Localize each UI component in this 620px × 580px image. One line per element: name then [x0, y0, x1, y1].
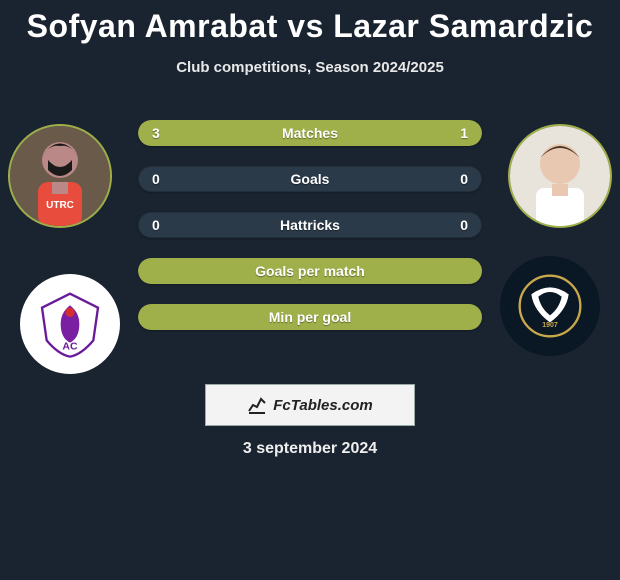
stat-row-goals-per-match: Goals per match [138, 258, 482, 284]
stat-fill-right [396, 120, 482, 146]
branding-box: FcTables.com [205, 384, 415, 426]
player2-avatar [508, 124, 612, 228]
stat-label: Hattricks [138, 212, 482, 238]
stat-row-matches: 3 Matches 1 [138, 120, 482, 146]
stat-val-left: 0 [152, 212, 160, 238]
stat-row-hattricks: 0 Hattricks 0 [138, 212, 482, 238]
date-text: 3 september 2024 [0, 440, 620, 458]
stat-fill-left [138, 258, 482, 284]
svg-text:UTRC: UTRC [46, 200, 74, 211]
stat-val-left: 0 [152, 166, 160, 192]
stat-val-right: 1 [460, 120, 468, 146]
svg-text:1907: 1907 [542, 322, 558, 329]
subtitle: Club competitions, Season 2024/2025 [0, 59, 620, 76]
stat-fill-left [138, 120, 396, 146]
stat-row-min-per-goal: Min per goal [138, 304, 482, 330]
stat-label: Goals [138, 166, 482, 192]
stat-row-goals: 0 Goals 0 [138, 166, 482, 192]
player1-club-badge: AC [20, 274, 120, 374]
player2-club-badge: 1907 [500, 256, 600, 356]
branding-text: FcTables.com [273, 397, 372, 414]
chart-icon [247, 395, 267, 415]
stat-val-right: 0 [460, 212, 468, 238]
page-title: Sofyan Amrabat vs Lazar Samardzic [0, 0, 620, 45]
svg-text:AC: AC [62, 341, 78, 353]
comparison-panel: UTRC AC 1907 3 Ma [0, 106, 620, 366]
stat-bars: 3 Matches 1 0 Goals 0 0 Hattricks 0 Goal… [138, 120, 482, 350]
stat-fill-left [138, 304, 482, 330]
player1-avatar: UTRC [8, 124, 112, 228]
stat-val-left: 3 [152, 120, 160, 146]
stat-val-right: 0 [460, 166, 468, 192]
